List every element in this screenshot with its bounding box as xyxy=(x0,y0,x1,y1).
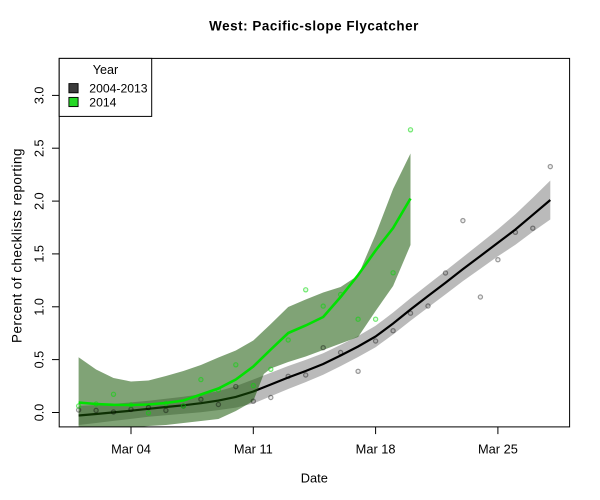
svg-text:2004-2013: 2004-2013 xyxy=(89,82,148,96)
svg-text:Mar 25: Mar 25 xyxy=(478,441,518,456)
svg-text:West: Pacific-slope Flycatcher: West: Pacific-slope Flycatcher xyxy=(209,19,419,34)
svg-text:Mar 18: Mar 18 xyxy=(356,441,396,456)
svg-text:Year: Year xyxy=(93,63,118,77)
svg-text:2014: 2014 xyxy=(89,95,116,109)
svg-text:2.0: 2.0 xyxy=(33,192,47,210)
svg-text:Date: Date xyxy=(301,471,328,486)
svg-text:2.5: 2.5 xyxy=(33,139,47,157)
svg-text:1.0: 1.0 xyxy=(33,298,47,316)
svg-text:Percent of checklists reportin: Percent of checklists reporting xyxy=(10,148,25,343)
svg-text:0.0: 0.0 xyxy=(33,404,47,422)
svg-text:3.0: 3.0 xyxy=(33,87,47,105)
svg-text:1.5: 1.5 xyxy=(33,245,47,263)
svg-text:0.5: 0.5 xyxy=(33,351,47,369)
svg-text:Mar 04: Mar 04 xyxy=(111,441,151,456)
svg-text:Mar 11: Mar 11 xyxy=(234,441,273,456)
